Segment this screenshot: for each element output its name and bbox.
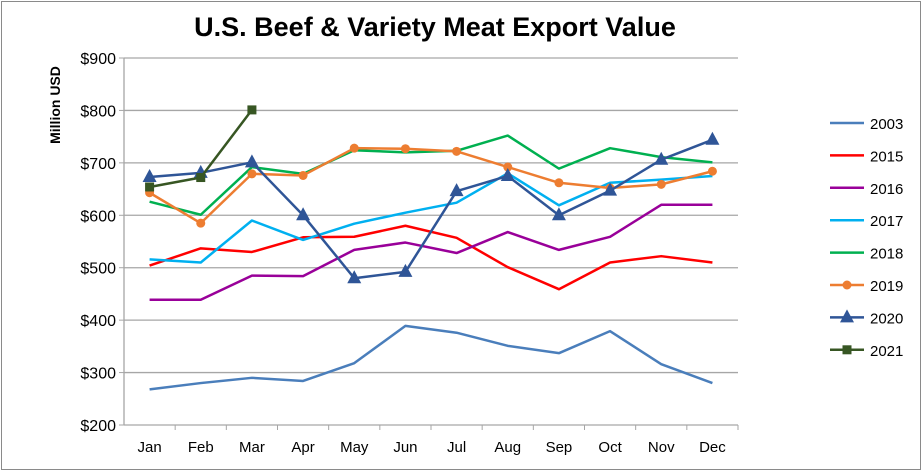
x-tick-label: Aug (494, 439, 521, 456)
y-tick-label: $800 (80, 103, 116, 120)
legend-entry-2020: 2020 (830, 309, 903, 327)
x-tick-label: Nov (648, 439, 675, 456)
data-point-marker (349, 143, 359, 153)
series-2019 (145, 143, 717, 228)
series-2018 (149, 134, 713, 217)
legend-marker (842, 280, 852, 290)
legend-entry-2015: 2015 (830, 148, 903, 165)
y-tick-label: $900 (80, 51, 116, 68)
data-point-marker (347, 270, 362, 284)
x-tick-label: May (340, 439, 369, 456)
x-tick-label: Feb (188, 439, 214, 456)
legend-marker (840, 309, 854, 323)
data-point-marker (142, 169, 157, 183)
series-2021 (145, 105, 257, 192)
data-point-marker (400, 144, 410, 154)
x-tick-label: Mar (239, 439, 265, 456)
data-point-marker (452, 146, 462, 156)
data-point-marker (244, 154, 259, 168)
x-tick-label: Jun (393, 439, 417, 456)
series-2016 (149, 203, 713, 301)
y-tick-label: $400 (80, 313, 116, 330)
x-tick-label: Dec (699, 439, 726, 456)
chart-title: U.S. Beef & Variety Meat Export Value (194, 12, 676, 42)
data-point-marker (551, 207, 566, 221)
y-tick-label: $600 (80, 208, 116, 225)
series-2015 (149, 224, 713, 291)
y-tick-label: $300 (80, 366, 116, 383)
legend-label: 2019 (870, 278, 903, 295)
data-point-marker (247, 169, 257, 179)
x-tick-label: Apr (291, 439, 314, 456)
series-2003 (149, 324, 713, 391)
legend-entry-2016: 2016 (830, 181, 903, 198)
series-line-2017 (149, 172, 713, 264)
y-tick-label: $500 (80, 261, 116, 278)
data-point-marker (398, 263, 413, 277)
x-tick-label: Jul (447, 439, 466, 456)
y-axis-label: Million USD (47, 66, 63, 144)
legend-entry-2019: 2019 (830, 278, 903, 295)
legend-label: 2018 (870, 246, 903, 263)
series-2017 (149, 172, 713, 264)
legend-label: 2017 (870, 213, 903, 230)
data-point-marker (554, 178, 564, 188)
legend-entry-2018: 2018 (830, 246, 903, 263)
legend-label: 2016 (870, 181, 903, 198)
data-point-marker (298, 170, 308, 180)
data-point-marker (705, 131, 720, 145)
data-point-marker (145, 182, 155, 192)
legend-marker (842, 345, 852, 355)
legend-entry-2017: 2017 (830, 213, 903, 230)
legend-label: 2015 (870, 148, 903, 165)
legend-label: 2003 (870, 116, 903, 133)
series-line-2018 (149, 134, 713, 217)
x-tick-label: Jan (137, 439, 161, 456)
series-line-2019 (148, 146, 713, 225)
data-point-marker (500, 167, 515, 181)
legend-label: 2020 (870, 310, 903, 327)
data-point-marker (196, 173, 206, 183)
data-point-marker (654, 151, 669, 165)
x-tick-label: Oct (598, 439, 622, 456)
legend-entry-2003: 2003 (830, 116, 903, 133)
y-tick-label: $200 (80, 418, 116, 435)
y-tick-label: $700 (80, 156, 116, 173)
data-point-marker (449, 183, 464, 197)
x-tick-label: Sep (546, 439, 573, 456)
series-line-2020 (149, 138, 713, 280)
data-point-marker (196, 218, 206, 228)
series-line-2003 (149, 324, 713, 391)
series-line-2016 (149, 203, 713, 301)
data-point-marker (503, 162, 513, 172)
data-point-marker (656, 179, 666, 189)
data-point-marker (296, 207, 311, 221)
legend-entry-2021: 2021 (830, 343, 903, 360)
data-point-marker (707, 166, 717, 176)
legend-label: 2021 (870, 343, 903, 360)
data-point-marker (603, 182, 618, 196)
data-point-marker (247, 105, 257, 115)
